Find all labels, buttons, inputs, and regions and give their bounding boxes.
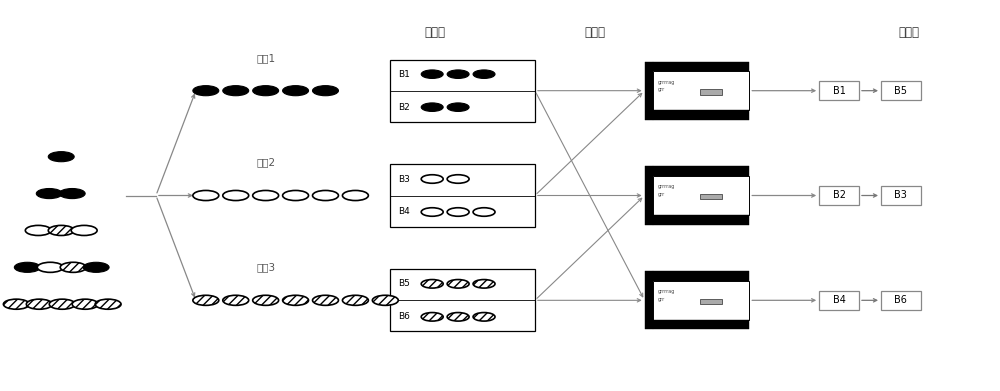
- Circle shape: [83, 262, 109, 273]
- Text: B2: B2: [398, 103, 410, 112]
- Circle shape: [60, 262, 86, 273]
- Bar: [653, 215, 749, 224]
- Bar: [819, 291, 859, 310]
- Text: B3: B3: [894, 190, 907, 201]
- Circle shape: [223, 190, 249, 201]
- Text: grr: grr: [658, 192, 665, 197]
- Circle shape: [447, 175, 469, 183]
- Text: B1: B1: [833, 86, 845, 96]
- Circle shape: [253, 295, 279, 305]
- Text: B5: B5: [894, 86, 907, 96]
- Circle shape: [3, 299, 29, 309]
- Text: B4: B4: [398, 208, 410, 217]
- Circle shape: [421, 103, 443, 111]
- Circle shape: [193, 86, 219, 96]
- Bar: [653, 110, 749, 120]
- Circle shape: [447, 103, 469, 111]
- Circle shape: [193, 295, 219, 305]
- Bar: [653, 167, 749, 176]
- Bar: [645, 271, 653, 330]
- Text: 批形成: 批形成: [425, 26, 446, 39]
- Circle shape: [283, 86, 309, 96]
- Text: grrrrag: grrrrag: [658, 185, 675, 190]
- Bar: [390, 269, 535, 332]
- Text: 批分配: 批分配: [584, 26, 605, 39]
- Bar: [700, 194, 722, 199]
- Bar: [881, 186, 921, 205]
- Circle shape: [313, 295, 338, 305]
- Text: grr: grr: [658, 297, 665, 302]
- Circle shape: [48, 225, 74, 235]
- Circle shape: [313, 190, 338, 201]
- Circle shape: [447, 208, 469, 216]
- Circle shape: [48, 152, 74, 162]
- Circle shape: [342, 295, 368, 305]
- Bar: [700, 89, 722, 95]
- Circle shape: [72, 299, 98, 309]
- Text: 类型1: 类型1: [256, 53, 275, 63]
- Bar: [653, 320, 749, 330]
- Circle shape: [421, 208, 443, 216]
- Circle shape: [342, 190, 368, 201]
- Bar: [881, 291, 921, 310]
- Bar: [390, 59, 535, 122]
- Circle shape: [473, 208, 495, 216]
- Circle shape: [223, 86, 249, 96]
- Circle shape: [14, 262, 40, 273]
- Bar: [653, 271, 749, 281]
- Text: B4: B4: [833, 295, 845, 305]
- Text: B1: B1: [398, 70, 410, 79]
- Circle shape: [283, 190, 309, 201]
- Text: 批排序: 批排序: [898, 26, 919, 39]
- Circle shape: [447, 312, 469, 321]
- Circle shape: [26, 299, 52, 309]
- Circle shape: [421, 280, 443, 288]
- Circle shape: [421, 312, 443, 321]
- Circle shape: [473, 70, 495, 79]
- Bar: [645, 61, 653, 120]
- Circle shape: [71, 225, 97, 235]
- Circle shape: [473, 280, 495, 288]
- Circle shape: [421, 70, 443, 79]
- Text: B6: B6: [894, 295, 907, 305]
- Bar: [653, 71, 749, 110]
- Circle shape: [253, 190, 279, 201]
- Bar: [390, 165, 535, 226]
- Circle shape: [193, 190, 219, 201]
- Bar: [819, 186, 859, 205]
- Circle shape: [421, 175, 443, 183]
- Circle shape: [95, 299, 121, 309]
- Bar: [819, 81, 859, 100]
- Circle shape: [49, 299, 75, 309]
- Circle shape: [223, 295, 249, 305]
- Text: grr: grr: [658, 88, 665, 92]
- Circle shape: [36, 188, 62, 199]
- Bar: [653, 61, 749, 71]
- Circle shape: [37, 262, 63, 273]
- Circle shape: [253, 86, 279, 96]
- Bar: [645, 167, 653, 224]
- Circle shape: [313, 86, 338, 96]
- Circle shape: [447, 280, 469, 288]
- Circle shape: [283, 295, 309, 305]
- Circle shape: [372, 295, 398, 305]
- Bar: [653, 176, 749, 215]
- Circle shape: [25, 225, 51, 235]
- Text: B2: B2: [833, 190, 846, 201]
- Text: grrrrag: grrrrag: [658, 80, 675, 84]
- Bar: [653, 281, 749, 320]
- Text: B3: B3: [398, 174, 410, 183]
- Bar: [700, 299, 722, 304]
- Text: 类型2: 类型2: [256, 158, 275, 167]
- Text: B6: B6: [398, 312, 410, 321]
- Bar: [881, 81, 921, 100]
- Circle shape: [447, 70, 469, 79]
- Text: 类型3: 类型3: [256, 262, 275, 272]
- Text: grrrrag: grrrrag: [658, 289, 675, 294]
- Circle shape: [473, 312, 495, 321]
- Circle shape: [59, 188, 85, 199]
- Text: B5: B5: [398, 279, 410, 288]
